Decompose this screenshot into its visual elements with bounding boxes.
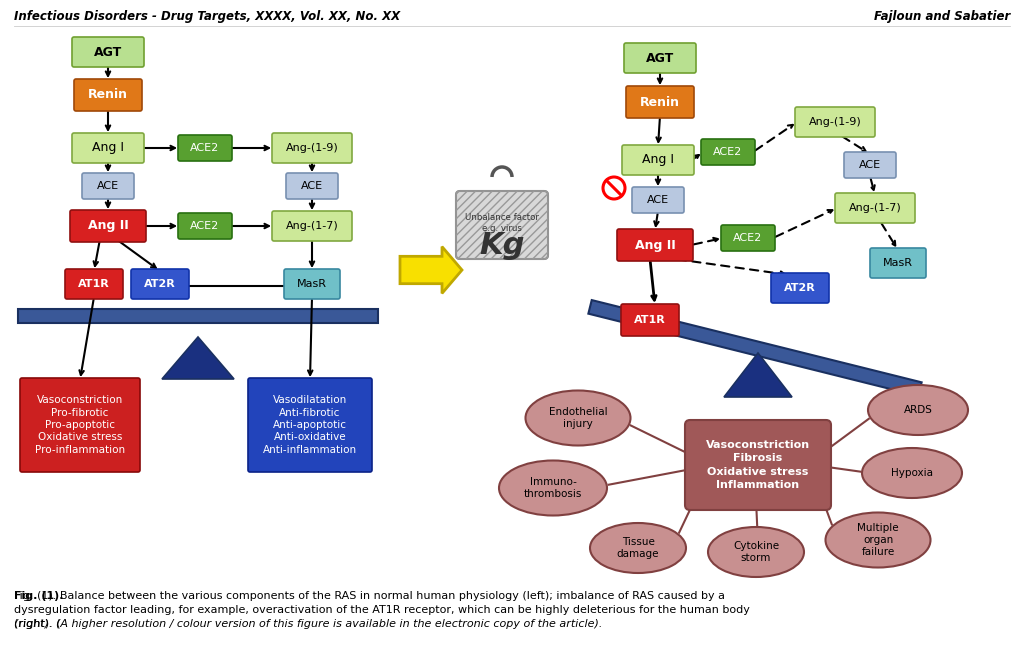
Text: ACE: ACE [97, 181, 119, 191]
Text: AGT: AGT [646, 52, 674, 64]
Text: Fig. (1). Balance between the various components of the RAS in normal human phys: Fig. (1). Balance between the various co… [14, 591, 725, 601]
FancyBboxPatch shape [771, 273, 829, 303]
Ellipse shape [826, 512, 931, 567]
FancyBboxPatch shape [844, 152, 896, 178]
Text: AGT: AGT [94, 45, 122, 58]
FancyBboxPatch shape [632, 187, 684, 213]
FancyBboxPatch shape [835, 193, 915, 223]
FancyBboxPatch shape [622, 145, 694, 175]
FancyBboxPatch shape [18, 309, 379, 323]
Text: Immuno-
thrombosis: Immuno- thrombosis [524, 477, 582, 499]
Ellipse shape [526, 390, 630, 445]
FancyBboxPatch shape [492, 195, 512, 203]
Text: Ang I: Ang I [92, 141, 124, 155]
FancyBboxPatch shape [72, 37, 144, 67]
Ellipse shape [708, 527, 804, 577]
Text: Vasoconstriction
Fibrosis
Oxidative stress
Inflammation: Vasoconstriction Fibrosis Oxidative stre… [706, 440, 810, 490]
FancyBboxPatch shape [456, 191, 548, 259]
Text: Vasoconstriction
Pro-fibrotic
Pro-apoptotic
Oxidative stress
Pro-inflammation: Vasoconstriction Pro-fibrotic Pro-apopto… [35, 395, 125, 455]
Text: Fajloun and Sabatier: Fajloun and Sabatier [874, 10, 1010, 23]
FancyBboxPatch shape [284, 269, 340, 299]
Polygon shape [162, 337, 234, 379]
FancyBboxPatch shape [685, 420, 831, 510]
Ellipse shape [868, 385, 968, 435]
Text: Renin: Renin [640, 96, 680, 109]
Text: (right). (A higher resolution / colour version of this figure is available in th: (right). (A higher resolution / colour v… [14, 619, 603, 629]
Text: Ang-(1-7): Ang-(1-7) [849, 203, 901, 213]
FancyBboxPatch shape [178, 135, 232, 161]
Text: AT2R: AT2R [144, 279, 176, 289]
Text: Ang I: Ang I [642, 153, 674, 166]
FancyBboxPatch shape [74, 79, 142, 111]
Text: ARDS: ARDS [903, 405, 932, 415]
FancyBboxPatch shape [70, 210, 146, 242]
Text: Tissue
damage: Tissue damage [617, 537, 659, 559]
FancyBboxPatch shape [72, 133, 144, 163]
FancyBboxPatch shape [82, 173, 134, 199]
Text: MasR: MasR [883, 258, 913, 268]
Text: Hypoxia: Hypoxia [891, 468, 933, 478]
Ellipse shape [499, 460, 607, 515]
FancyBboxPatch shape [272, 211, 352, 241]
FancyBboxPatch shape [178, 213, 232, 239]
FancyBboxPatch shape [588, 300, 922, 396]
Text: ACE: ACE [647, 195, 669, 205]
Text: ACE2: ACE2 [733, 233, 762, 243]
FancyBboxPatch shape [624, 43, 696, 73]
Text: AT1R: AT1R [78, 279, 109, 289]
Text: Ang-(1-7): Ang-(1-7) [285, 221, 339, 231]
Text: Multiple
organ
failure: Multiple organ failure [857, 523, 899, 557]
Text: Ang-(1-9): Ang-(1-9) [285, 143, 339, 153]
Ellipse shape [862, 448, 962, 498]
Polygon shape [400, 246, 462, 293]
Text: Vasodilatation
Anti-fibrotic
Anti-apoptotic
Anti-oxidative
Anti-inflammation: Vasodilatation Anti-fibrotic Anti-apopto… [263, 395, 357, 455]
Text: Fig. (1).: Fig. (1). [14, 591, 68, 601]
Text: ACE2: ACE2 [713, 147, 743, 157]
Ellipse shape [590, 523, 686, 573]
Text: Ang-(1-9): Ang-(1-9) [808, 117, 861, 127]
FancyBboxPatch shape [20, 378, 140, 472]
Text: Ang II: Ang II [88, 219, 128, 233]
FancyBboxPatch shape [617, 229, 693, 261]
FancyBboxPatch shape [272, 133, 352, 163]
Text: ACE2: ACE2 [190, 143, 220, 153]
Text: AT1R: AT1R [634, 315, 666, 325]
FancyBboxPatch shape [626, 86, 694, 118]
FancyBboxPatch shape [870, 248, 926, 278]
Text: ACE: ACE [859, 160, 881, 170]
FancyBboxPatch shape [701, 139, 755, 165]
FancyBboxPatch shape [248, 378, 372, 472]
FancyBboxPatch shape [721, 225, 775, 251]
Text: (right). (: (right). ( [14, 619, 60, 629]
Text: Infectious Disorders - Drug Targets, XXXX, Vol. XX, No. XX: Infectious Disorders - Drug Targets, XXX… [14, 10, 400, 23]
Text: Kg: Kg [479, 231, 525, 259]
Text: Unbalance factor
e.g. virus: Unbalance factor e.g. virus [465, 213, 539, 233]
FancyBboxPatch shape [795, 107, 875, 137]
Text: ACE: ACE [301, 181, 323, 191]
FancyBboxPatch shape [286, 173, 338, 199]
Polygon shape [724, 353, 792, 397]
Text: MasR: MasR [297, 279, 327, 289]
FancyBboxPatch shape [131, 269, 189, 299]
FancyBboxPatch shape [621, 304, 679, 336]
Text: Ang II: Ang II [634, 238, 675, 252]
Text: ACE2: ACE2 [190, 221, 220, 231]
Text: Renin: Renin [88, 88, 128, 102]
Text: Endothelial
injury: Endothelial injury [548, 407, 608, 429]
FancyBboxPatch shape [65, 269, 123, 299]
Text: dysregulation factor leading, for example, overactivation of the AT1R receptor, : dysregulation factor leading, for exampl… [14, 605, 750, 615]
Text: Cytokine
storm: Cytokine storm [732, 541, 780, 563]
Text: AT2R: AT2R [784, 283, 816, 293]
